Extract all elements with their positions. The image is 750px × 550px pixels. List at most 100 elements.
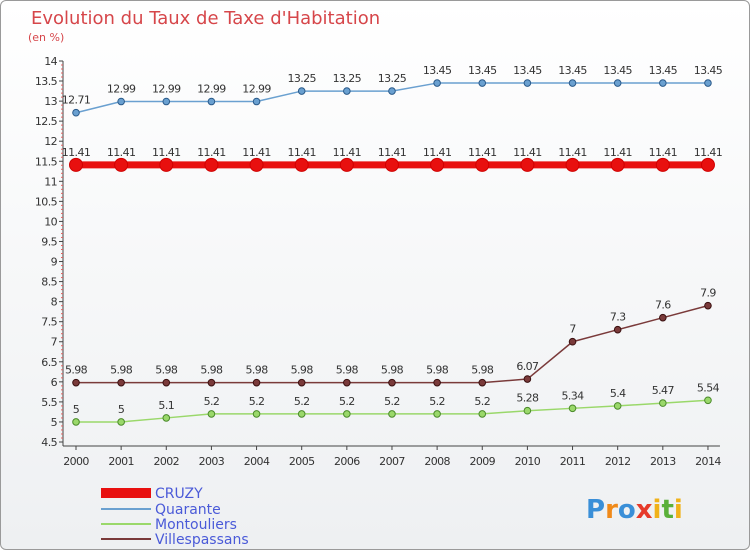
data-label-quarante: 12.71	[62, 94, 91, 107]
data-label-quarante: 13.45	[694, 64, 723, 77]
y-tick-label: 12.5	[35, 115, 58, 128]
data-label-cruzy: 11.41	[378, 146, 407, 159]
data-point-quarante	[252, 97, 261, 106]
data-label-cruzy: 11.41	[468, 146, 497, 159]
legend-label-villespassans: Villespassans	[155, 532, 249, 548]
x-tick-label: 2009	[469, 455, 495, 468]
data-point-villespassans	[388, 378, 396, 387]
data-label-quarante: 13.45	[558, 64, 587, 77]
series-layer	[69, 79, 715, 426]
data-label-montouliers: 5.47	[652, 384, 675, 397]
data-label-villespassans: 6.07	[516, 360, 539, 373]
x-tick-label: 2005	[289, 455, 315, 468]
data-point-villespassans	[433, 378, 441, 387]
data-label-montouliers: 5.28	[516, 392, 539, 405]
data-point-cruzy	[520, 157, 535, 172]
data-label-cruzy: 11.41	[558, 146, 587, 159]
data-point-quarante	[343, 87, 351, 95]
data-point-quarante	[478, 79, 487, 87]
x-tick-label: 2013	[650, 455, 676, 468]
data-label-quarante: 12.99	[197, 83, 226, 96]
data-label-cruzy: 11.41	[62, 146, 91, 159]
data-point-cruzy	[430, 157, 445, 172]
data-label-quarante: 13.45	[468, 64, 497, 77]
data-point-montouliers	[613, 402, 622, 410]
data-point-villespassans	[659, 313, 667, 322]
data-point-villespassans	[523, 375, 532, 383]
data-label-quarante: 12.99	[107, 83, 136, 96]
data-label-villespassans: 7.9	[700, 287, 716, 300]
data-label-cruzy: 11.41	[694, 146, 723, 159]
x-tick-label: 2008	[424, 455, 450, 468]
legend-swatch-cruzy	[101, 488, 151, 498]
data-point-montouliers	[478, 410, 487, 418]
data-point-quarante	[523, 79, 532, 87]
data-label-villespassans: 5.98	[336, 364, 359, 377]
data-label-villespassans: 5.98	[155, 364, 178, 377]
x-tick-label: 2007	[379, 455, 405, 468]
data-point-montouliers	[343, 410, 351, 418]
data-label-villespassans: 5.98	[381, 364, 404, 377]
data-label-montouliers: 5.2	[474, 395, 490, 408]
data-point-montouliers	[433, 410, 441, 418]
data-point-cruzy	[475, 157, 490, 172]
logo-letter: t	[661, 495, 673, 525]
legend-label-montouliers: Montouliers	[155, 517, 237, 533]
data-point-quarante	[704, 79, 712, 87]
y-tick-label: 10.5	[35, 195, 58, 208]
logo-letter: i	[653, 495, 662, 525]
y-tick-label: 7	[51, 336, 58, 349]
y-tick-label: 13	[44, 95, 57, 108]
data-point-cruzy	[114, 157, 129, 172]
legend-label-quarante: Quarante	[155, 502, 221, 518]
data-label-villespassans: 7.6	[655, 299, 671, 312]
data-label-montouliers: 5.1	[158, 399, 174, 412]
data-point-villespassans	[343, 378, 351, 387]
data-label-montouliers: 5.34	[561, 389, 584, 402]
x-tick-label: 2002	[153, 455, 179, 468]
data-label-quarante: 13.25	[287, 72, 316, 85]
y-tick-label: 8.5	[41, 276, 57, 289]
y-tick-label: 14	[44, 55, 57, 68]
data-labels: 11.41 11.41 11.41 11.41 11.41 11.41 11.41 11.41…	[62, 64, 724, 416]
y-tick-label: 8	[51, 296, 58, 309]
axes: 4.5 5 5.5 6 6.5 7 7.5 8 8.5 9 9.5 10 10.5 11 11.5 12 12.…	[35, 55, 722, 468]
data-label-quarante: 12.99	[242, 83, 271, 96]
logo-letter: r	[605, 495, 618, 525]
chart-subtitle: (en %)	[28, 31, 64, 44]
data-point-montouliers	[704, 396, 712, 405]
y-tick-label: 5.5	[41, 396, 57, 409]
data-point-villespassans	[704, 301, 712, 310]
y-tick-label: 6.5	[41, 356, 57, 369]
data-label-quarante: 13.25	[378, 72, 407, 85]
x-tick-label: 2003	[199, 455, 225, 468]
y-tick-label: 7.5	[41, 316, 57, 329]
data-label-villespassans: 5.98	[471, 364, 494, 377]
logo-letter: o	[618, 495, 636, 525]
data-point-quarante	[117, 97, 125, 106]
data-point-montouliers	[523, 406, 532, 415]
data-label-montouliers: 5.54	[697, 381, 720, 394]
data-point-cruzy	[159, 157, 174, 172]
data-point-cruzy	[700, 157, 715, 172]
data-label-quarante: 12.99	[152, 83, 181, 96]
y-tick-label: 10	[44, 215, 57, 228]
data-label-montouliers: 5.2	[429, 395, 445, 408]
data-point-cruzy	[384, 157, 399, 172]
data-point-cruzy	[69, 157, 83, 172]
data-label-cruzy: 11.41	[423, 146, 452, 159]
logo-letter: P	[586, 495, 605, 525]
y-tick-label: 9	[51, 256, 58, 269]
data-point-montouliers	[117, 418, 125, 426]
data-point-quarante	[388, 87, 396, 95]
data-point-montouliers	[388, 410, 396, 418]
data-point-quarante	[162, 97, 171, 106]
data-label-villespassans: 7	[569, 323, 576, 336]
data-label-villespassans: 5.98	[65, 364, 88, 377]
data-label-montouliers: 5.4	[610, 387, 626, 400]
data-label-villespassans: 5.98	[110, 364, 133, 377]
data-label-cruzy: 11.41	[333, 146, 362, 159]
data-point-cruzy	[610, 157, 625, 172]
